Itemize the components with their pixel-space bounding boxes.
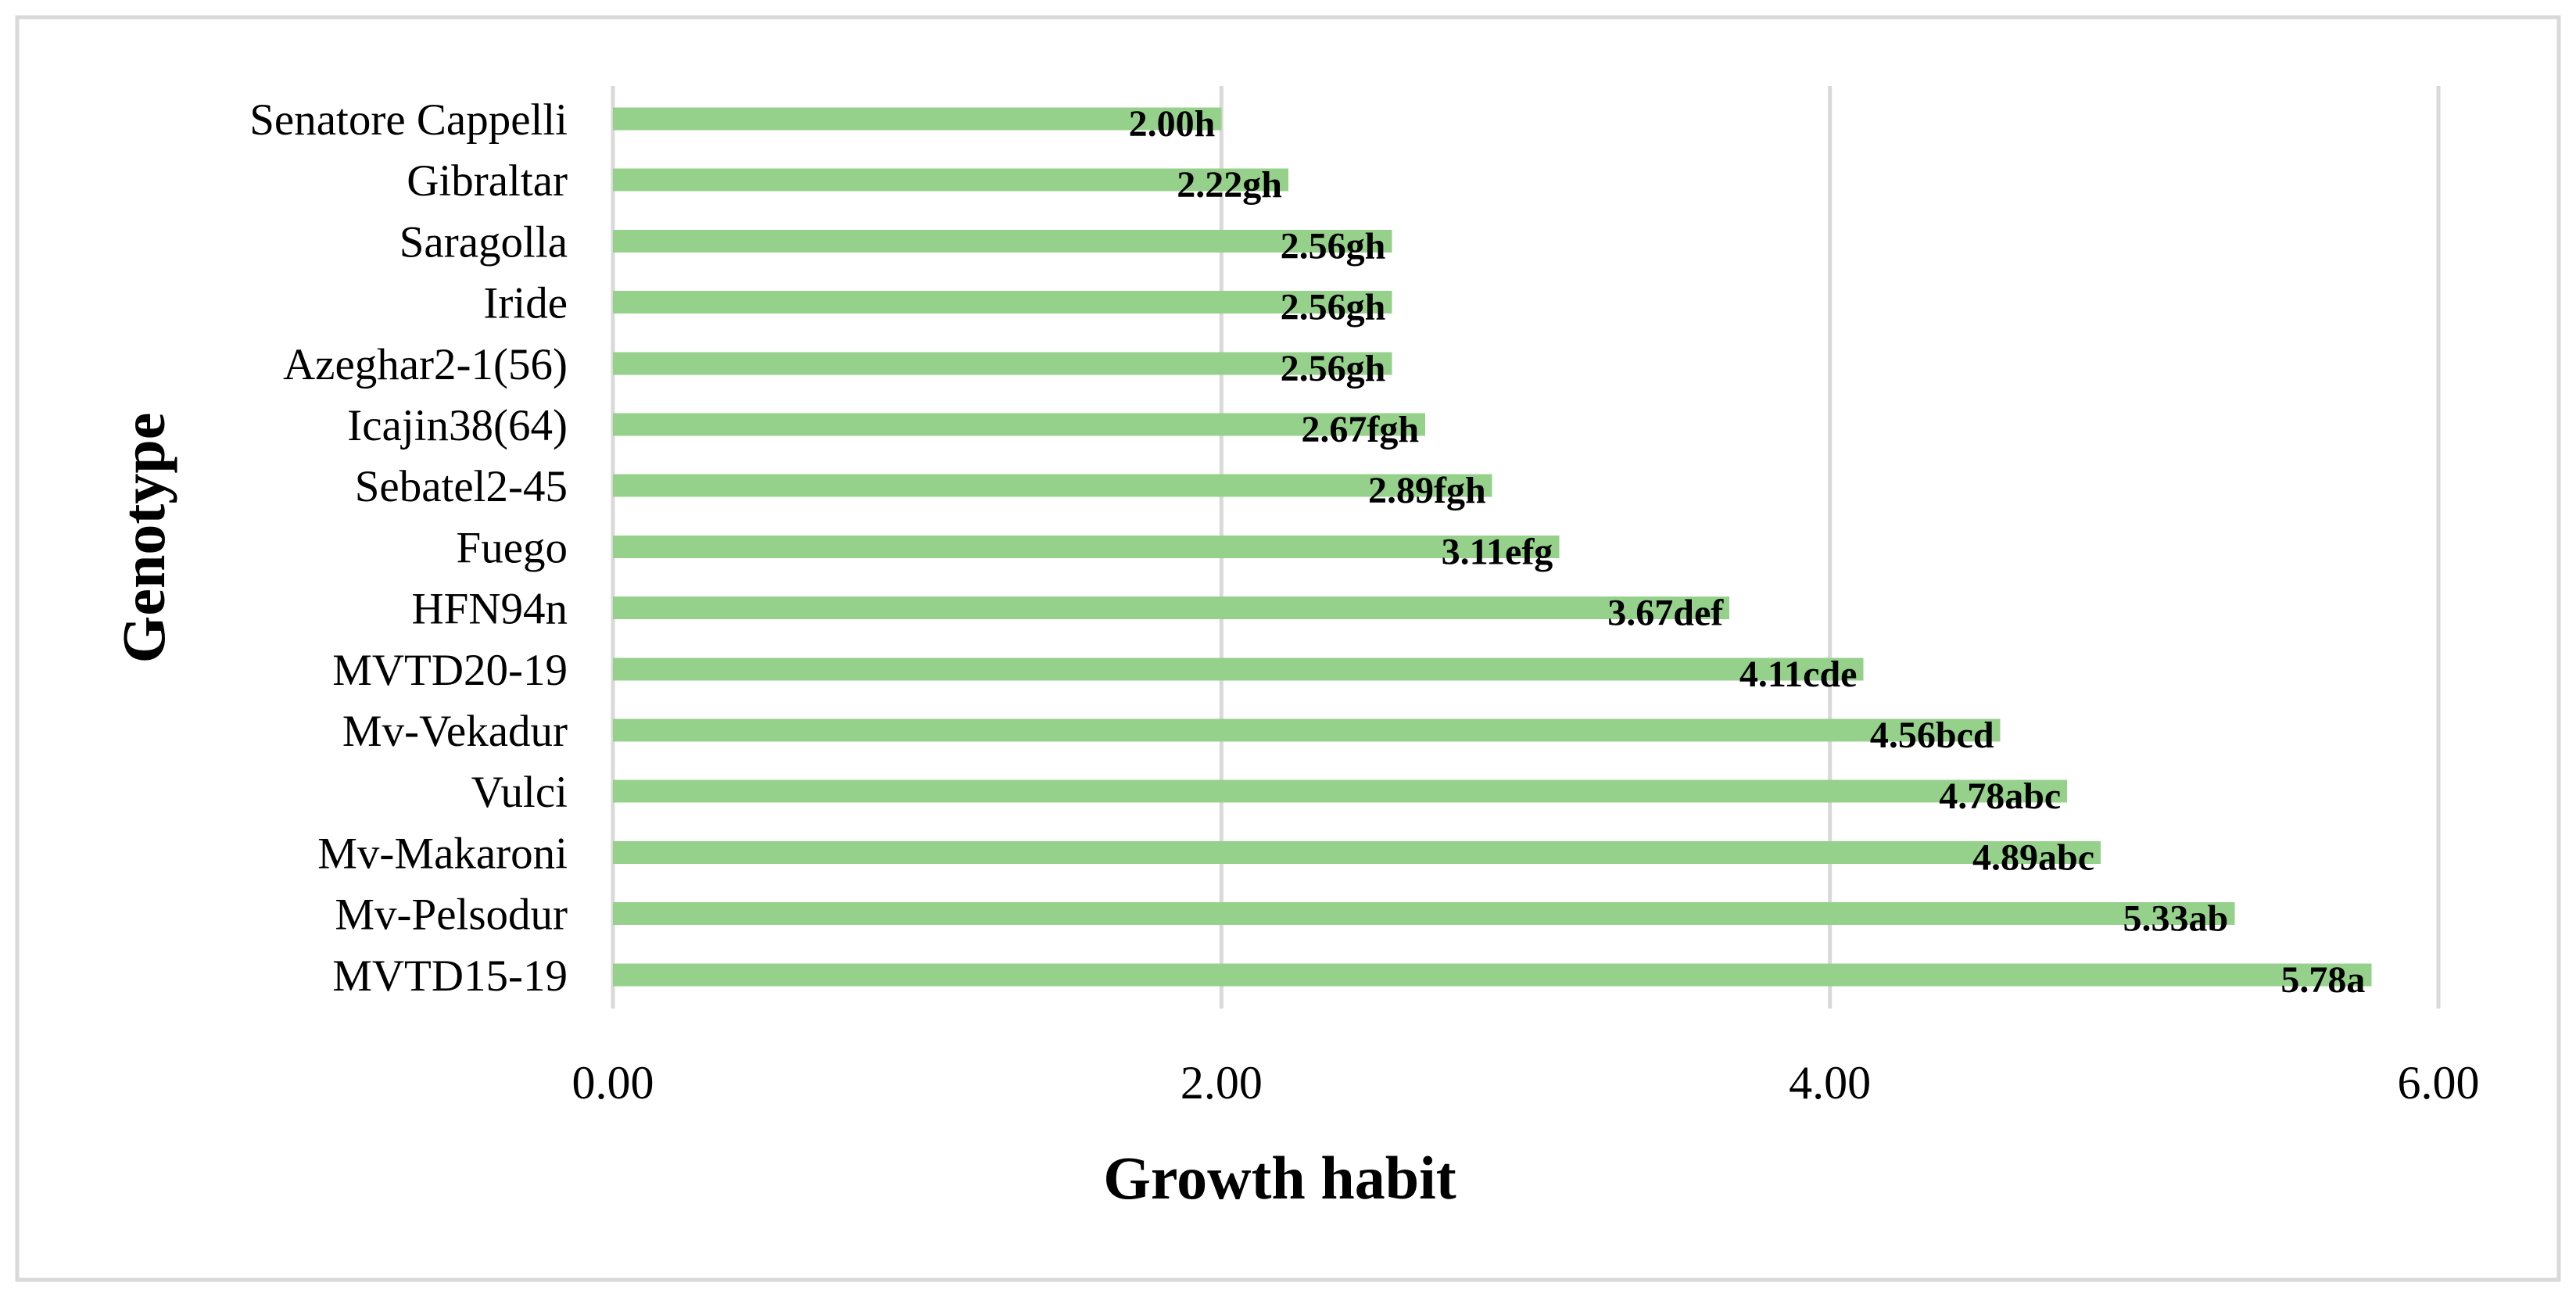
data-label-senatore-cappelli: 2.00h (1129, 103, 1216, 145)
x-tick-label: 2.00 (1181, 1057, 1263, 1109)
category-label-gibraltar: Gibraltar (407, 156, 568, 206)
bar-saragolla (613, 229, 1392, 253)
data-label-gibraltar: 2.22gh (1177, 164, 1282, 206)
category-label-saragolla: Saragolla (399, 217, 568, 267)
category-label-fuego: Fuego (457, 523, 568, 572)
bar-mv-vekadur (613, 718, 2001, 742)
bar-senatore-cappelli (613, 107, 1222, 131)
data-label-fuego: 3.11efg (1442, 531, 1553, 572)
data-label-vulci: 4.78abc (1939, 776, 2061, 817)
category-label-mvtd15-19: MVTD15-19 (332, 951, 568, 1001)
bar-mvtd15-19 (613, 963, 2372, 987)
bar-mv-makaroni (613, 840, 2101, 864)
y-axis-title: Genotype (109, 413, 177, 664)
category-label-sebatel2-45: Sebatel2-45 (355, 462, 568, 511)
data-label-iride: 2.56gh (1281, 287, 1386, 328)
category-label-icajin38-64: Icajin38(64) (347, 401, 568, 450)
category-label-azeghar2-1-56: Azeghar2-1(56) (283, 340, 568, 389)
category-label-hfn94n: HFN94n (411, 585, 568, 634)
bar-icajin38-64 (613, 413, 1426, 436)
x-tick-label: 4.00 (1789, 1057, 1871, 1109)
data-label-sebatel2-45: 2.89fgh (1368, 470, 1486, 511)
data-label-mv-makaroni: 4.89abc (1972, 837, 2094, 878)
data-label-mvtd20-19: 4.11cde (1739, 654, 1858, 695)
data-label-saragolla: 2.56gh (1281, 225, 1386, 267)
category-label-mv-vekadur: Mv-Vekadur (342, 707, 568, 756)
data-label-hfn94n: 3.67def (1607, 593, 1724, 634)
category-labels: Senatore Cappelli Gibraltar Saragolla Iride… (249, 95, 568, 1001)
bar-fuego (613, 535, 1560, 558)
category-label-mvtd20-19: MVTD20-19 (332, 646, 568, 695)
bar-iride (613, 291, 1392, 314)
data-labels: 2.00h 2.22gh 2.56gh 2.56gh 2.56gh 2.67fgh 2.89… (1129, 103, 2366, 1001)
bar-azeghar2-1-56 (613, 352, 1392, 375)
bars (613, 107, 2372, 987)
x-axis-tick-labels: 0.00 2.00 4.00 6.00 (572, 1057, 2480, 1109)
category-label-mv-makaroni: Mv-Makaroni (317, 829, 568, 878)
data-label-mv-vekadur: 4.56bcd (1870, 715, 1994, 756)
category-label-iride: Iride (483, 279, 568, 328)
category-label-vulci: Vulci (471, 768, 568, 817)
bar-mvtd20-19 (613, 657, 1864, 681)
data-label-mv-pelsodur: 5.33ab (2123, 898, 2229, 940)
bar-gibraltar (613, 168, 1288, 192)
data-label-icajin38-64: 2.67fgh (1301, 409, 1419, 450)
category-label-mv-pelsodur: Mv-Pelsodur (335, 890, 568, 940)
data-label-mvtd15-19: 5.78a (2280, 959, 2365, 1001)
x-tick-label: 6.00 (2398, 1057, 2480, 1109)
x-axis-title: Growth habit (1103, 1144, 1456, 1212)
x-tick-label: 0.00 (572, 1057, 654, 1109)
bar-sebatel2-45 (613, 474, 1492, 497)
chart-frame (15, 15, 2561, 1282)
category-label-senatore-cappelli: Senatore Cappelli (249, 95, 568, 145)
bar-mv-pelsodur (613, 902, 2235, 926)
bar-vulci (613, 779, 2068, 803)
bar-hfn94n (613, 597, 1730, 620)
data-label-azeghar2-1-56: 2.56gh (1281, 348, 1386, 389)
